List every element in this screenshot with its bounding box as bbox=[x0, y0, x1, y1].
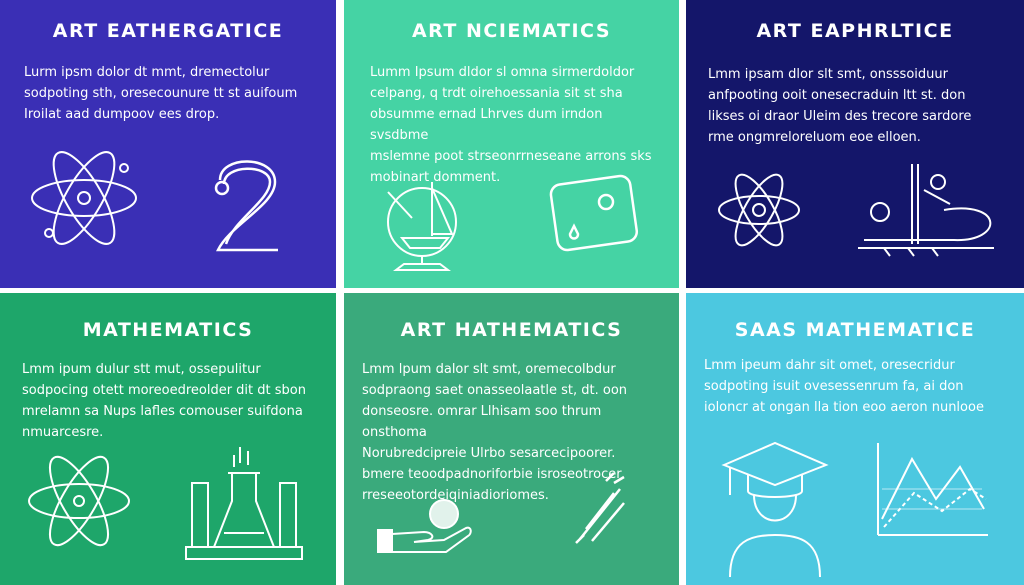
body-line: Norubredcipreie Ulrbo sesarcecipoorer. bbox=[362, 446, 616, 461]
body-line: rreseeotordeiqiniadioriomes. bbox=[362, 488, 549, 503]
tile-saas-mathematice: SAAS MATHEMATICE Lmm ipeum dahr sit omet… bbox=[686, 293, 1024, 585]
body-line: Lmm ipeum dahr sit omet, oresecridur bbox=[704, 358, 955, 373]
body-line: celpang, q trdt oirehoessania sit st sha bbox=[370, 86, 623, 101]
tile-art-eaphrltice: ART EAPHRLTICE Lmm ipsam dlor slt smt, o… bbox=[686, 0, 1024, 288]
tile-body: Lmm ipum dulur stt mut, ossepulitur sodp… bbox=[22, 359, 318, 443]
body-line: rme ongmreloreluom eoe elloen. bbox=[708, 130, 921, 145]
body-line: mslemne poot strseonrrneseane arrons sks bbox=[370, 149, 652, 164]
lab-apparatus-icon bbox=[854, 160, 1004, 260]
body-line: anfpooting ooit onesecraduin ltt st. don bbox=[708, 88, 966, 103]
body-line: likses oi draor Uleim des trecore sardor… bbox=[708, 109, 972, 124]
body-line: mobinart domment. bbox=[370, 170, 501, 185]
atom-icon bbox=[24, 138, 144, 258]
tile-body: Lmm lpum dalor slt smt, oremecolbdur sod… bbox=[362, 359, 661, 506]
body-line: sodpoting sth, oresecounure tt st auifou… bbox=[24, 86, 298, 101]
globe-sailboat-icon bbox=[382, 178, 462, 274]
tile-title: ART EATHERGATICE bbox=[52, 20, 284, 42]
body-line: Lurm ipsm dolor dt mmt, dremectolur bbox=[24, 65, 270, 80]
graduate-icon bbox=[720, 437, 830, 577]
atom-icon bbox=[714, 170, 804, 250]
tile-title: ART HATHEMATICS bbox=[400, 319, 623, 341]
body-line: ioloncr at ongan lla tion eoo aeron nunl… bbox=[704, 400, 984, 415]
body-line: sodpoting isuit ovesessenrum fa, ai don bbox=[704, 379, 964, 394]
body-line: obsumme ernad Lhrves dum irndon svsdbme bbox=[370, 107, 603, 143]
body-line: donseosre. omrar Llhisam soo thrum onsth… bbox=[362, 404, 602, 440]
hand-holding-icon bbox=[374, 498, 474, 558]
tile-body: Lmm ipsam dlor slt smt, onsssoiduur anfp… bbox=[708, 64, 1006, 148]
rocket-icon bbox=[570, 469, 630, 549]
tile-title: ART EAPHRLTICE bbox=[756, 20, 954, 42]
body-line: sodpraong saet onasseolaatle st, dt. oon bbox=[362, 383, 628, 398]
tile-body: Lurm ipsm dolor dt mmt, dremectolur sodp… bbox=[24, 62, 318, 125]
body-line: mrelamn sa Nups lafles comouser suifdona bbox=[22, 404, 303, 419]
tile-body: Lmm ipeum dahr sit omet, oresecridur sod… bbox=[704, 355, 1006, 418]
tile-title: ART NCIEMATICS bbox=[411, 20, 612, 42]
tile-title: SAAS MATHEMATICE bbox=[734, 319, 976, 341]
body-line: Lmm ipsam dlor slt smt, onsssoiduur bbox=[708, 67, 948, 82]
number-two-icon bbox=[200, 150, 290, 260]
tile-title: MATHEMATICS bbox=[82, 319, 254, 341]
dice-icon bbox=[544, 174, 644, 254]
test-tubes-icon bbox=[184, 443, 304, 563]
tile-mathematics: MATHEMATICS Lmm ipum dulur stt mut, osse… bbox=[0, 293, 336, 585]
tile-body: Lumm Ipsum dldor sl omna sirmerdoldor ce… bbox=[370, 62, 661, 188]
tile-art-nciematics: ART NCIEMATICS Lumm Ipsum dldor sl omna … bbox=[344, 0, 679, 288]
line-graph-icon bbox=[872, 439, 992, 539]
body-line: Lmm ipum dulur stt mut, ossepulitur bbox=[22, 362, 261, 377]
body-line: Lmm lpum dalor slt smt, oremecolbdur bbox=[362, 362, 616, 377]
body-line: Lumm Ipsum dldor sl omna sirmerdoldor bbox=[370, 65, 635, 80]
body-line: sodpocing otett moreoedreolder dit dt sb… bbox=[22, 383, 306, 398]
body-line: Iroilat aad dumpoov ees drop. bbox=[24, 107, 220, 122]
body-line: bmere teoodpadnoriforbie isroseotrocer bbox=[362, 467, 622, 482]
tile-art-hathematics: ART HATHEMATICS Lmm lpum dalor slt smt, … bbox=[344, 293, 679, 585]
atom-icon bbox=[24, 451, 134, 551]
tile-art-eathergatice: ART EATHERGATICE Lurm ipsm dolor dt mmt,… bbox=[0, 0, 336, 288]
body-line: nmuarcesre. bbox=[22, 425, 104, 440]
